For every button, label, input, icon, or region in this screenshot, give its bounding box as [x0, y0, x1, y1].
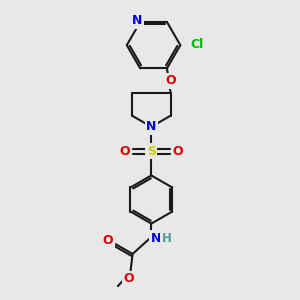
Text: H: H [162, 232, 172, 245]
Text: O: O [119, 145, 130, 158]
Text: N: N [146, 120, 157, 133]
Text: N: N [151, 232, 161, 245]
Text: O: O [173, 145, 183, 158]
Text: N: N [132, 14, 143, 27]
Text: O: O [103, 234, 113, 247]
Text: S: S [147, 145, 156, 158]
Text: O: O [165, 74, 176, 87]
Text: Cl: Cl [191, 38, 204, 51]
Text: O: O [124, 272, 134, 285]
